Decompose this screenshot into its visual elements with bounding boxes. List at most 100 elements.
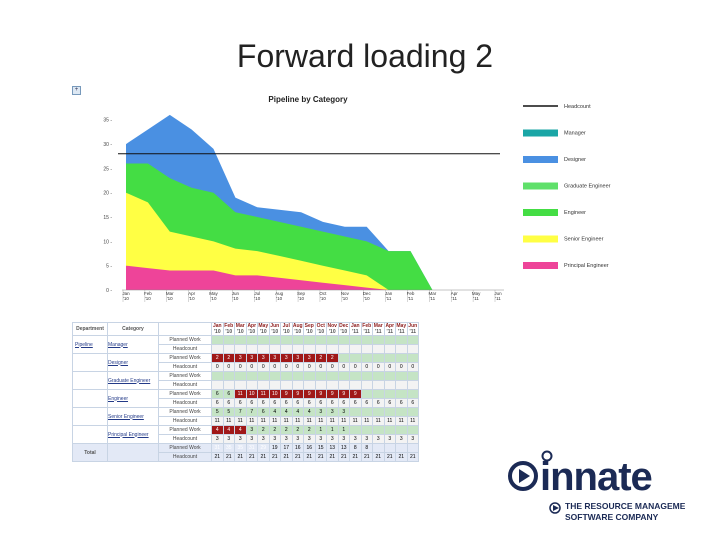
table-cell — [314, 371, 327, 381]
table-cell — [268, 371, 281, 381]
table-cell: 6 — [372, 398, 385, 408]
table-cell — [406, 443, 419, 453]
table-cell: 3 — [211, 434, 224, 444]
row-label-headcount: Headcount — [158, 380, 212, 390]
table-cell: 0 — [234, 362, 247, 372]
table-cell: 11 — [211, 416, 224, 426]
legend-label: Engineer — [564, 210, 586, 216]
table-cell — [372, 443, 385, 453]
table-cell: 6 — [406, 398, 419, 408]
table-cell — [326, 344, 339, 354]
column-header-month: Sep '10 — [303, 322, 316, 336]
category-cell[interactable]: Manager — [107, 335, 159, 354]
table-cell: 6 — [280, 398, 293, 408]
table-cell — [406, 335, 419, 345]
table-cell: 9 — [337, 389, 350, 399]
area-principal_engineer — [126, 265, 498, 290]
table-cell — [383, 335, 396, 345]
table-cell — [211, 371, 224, 381]
table-cell: 11 — [406, 416, 419, 426]
table-cell: 3 — [395, 434, 408, 444]
table-cell: 0 — [280, 362, 293, 372]
row-label-planned: Planned Work — [158, 353, 212, 363]
table-cell: 21 — [326, 452, 339, 462]
legend-label: Designer — [564, 157, 586, 163]
table-cell: 35 — [222, 443, 235, 453]
table-cell — [291, 335, 304, 345]
table-cell — [406, 389, 419, 399]
table-cell: 11 — [280, 416, 293, 426]
y-tick-label: 30 - — [103, 142, 112, 148]
category-cell — [107, 443, 159, 462]
category-cell[interactable]: Designer — [107, 353, 159, 372]
chart-title: Pipeline by Category — [268, 95, 348, 104]
legend-label: Senior Engineer — [564, 237, 604, 243]
table-cell — [234, 344, 247, 354]
table-cell: 9 — [326, 389, 339, 399]
table-cell: 0 — [257, 362, 270, 372]
column-header-department: Department — [72, 322, 108, 336]
table-cell: 19 — [268, 443, 281, 453]
column-header-month: May '11 — [395, 322, 408, 336]
x-tick-label: '10 — [276, 296, 282, 301]
row-label-headcount: Headcount — [158, 452, 212, 462]
table-cell — [395, 344, 408, 354]
category-cell[interactable]: Graduate Engineer — [107, 371, 159, 390]
legend-label: Principal Engineer — [564, 263, 609, 269]
table-cell: 3 — [280, 434, 293, 444]
x-tick-label: Jan — [385, 291, 393, 296]
table-cell: 6 — [257, 398, 270, 408]
table-cell: 21 — [406, 452, 419, 462]
legend-label: Headcount — [564, 104, 591, 110]
table-cell: 2 — [257, 425, 270, 435]
legend-item-designer: Designer — [523, 156, 586, 163]
table-cell: 11 — [257, 389, 270, 399]
table-cell — [245, 344, 258, 354]
table-cell: 1 — [314, 425, 327, 435]
table-cell: 3 — [314, 434, 327, 444]
table-cell — [406, 371, 419, 381]
table-cell: 0 — [349, 362, 362, 372]
table-cell — [383, 425, 396, 435]
table-cell: 3 — [245, 434, 258, 444]
table-row: Engineer Planned Work 6 6 11 10 11 10 9 9 9 9 9 9 9 — [72, 389, 419, 408]
table-cell — [406, 353, 419, 363]
table-cell: 4 — [222, 425, 235, 435]
category-cell[interactable]: Principal Engineer — [107, 425, 159, 444]
department-cell[interactable]: Pipeline — [72, 335, 108, 354]
column-header-month: Jan '10 — [211, 322, 224, 336]
x-tick-label: '10 — [364, 296, 370, 301]
table-cell: 4 — [280, 407, 293, 417]
table-cell: 0 — [395, 362, 408, 372]
table-cell: 2 — [280, 425, 293, 435]
x-tick-label: May — [209, 291, 218, 296]
x-tick-label: '10 — [123, 296, 129, 301]
category-cell[interactable]: Engineer — [107, 389, 159, 408]
table-cell — [291, 344, 304, 354]
table-cell — [349, 353, 362, 363]
table-cell: 6 — [395, 398, 408, 408]
table-cell: 6 — [326, 398, 339, 408]
x-tick-label: '10 — [254, 296, 260, 301]
expand-icon[interactable]: + — [72, 86, 81, 95]
table-cell: 3 — [245, 425, 258, 435]
table-cell — [280, 335, 293, 345]
table-cell: 6 — [383, 398, 396, 408]
table-cell — [257, 380, 270, 390]
category-cell[interactable]: Senior Engineer — [107, 407, 159, 426]
x-tick-label: '10 — [189, 296, 195, 301]
table-cell: 9 — [280, 389, 293, 399]
column-header-month: Apr '11 — [383, 322, 396, 336]
x-tick-label: '11 — [430, 296, 436, 301]
table-cell: 16 — [303, 443, 316, 453]
table-cell — [337, 335, 350, 345]
table-cell: 21 — [337, 452, 350, 462]
table-cell: 29 — [257, 443, 270, 453]
column-header-month: Mar '11 — [372, 322, 385, 336]
row-label-headcount: Headcount — [158, 362, 212, 372]
table-cell: 3 — [337, 434, 350, 444]
table-cell — [245, 380, 258, 390]
column-header-category: Category — [107, 322, 159, 336]
table-cell: 6 — [257, 407, 270, 417]
table-cell: 0 — [406, 362, 419, 372]
